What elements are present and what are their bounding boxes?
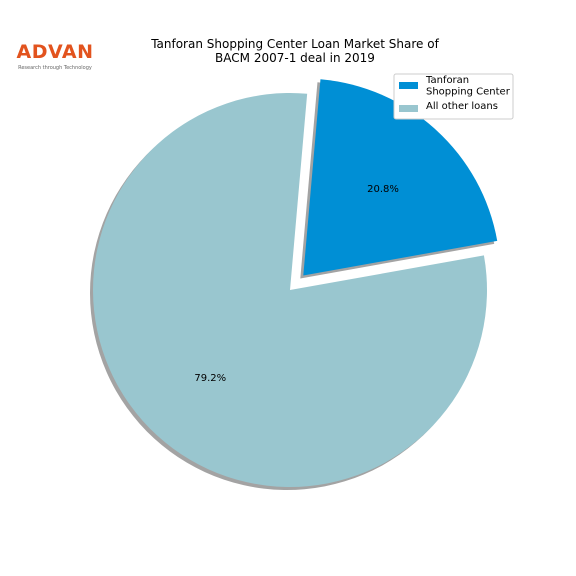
value-label: 20.8% bbox=[367, 184, 399, 195]
legend-box bbox=[393, 73, 514, 120]
legend-label: All other loans bbox=[426, 101, 498, 112]
legend-swatch bbox=[399, 82, 418, 89]
logo-tagline: Research through Technology bbox=[18, 65, 92, 71]
legend-label: Tanforan Shopping Center bbox=[425, 75, 511, 98]
legend-swatch bbox=[399, 105, 418, 112]
logo: ADVAN bbox=[17, 41, 94, 63]
pie-slice bbox=[92, 93, 488, 487]
value-label: 79.2% bbox=[194, 373, 226, 384]
pie-slice bbox=[303, 79, 498, 276]
chart-title: Tanforan Shopping Center Loan Market Sha… bbox=[150, 37, 439, 65]
